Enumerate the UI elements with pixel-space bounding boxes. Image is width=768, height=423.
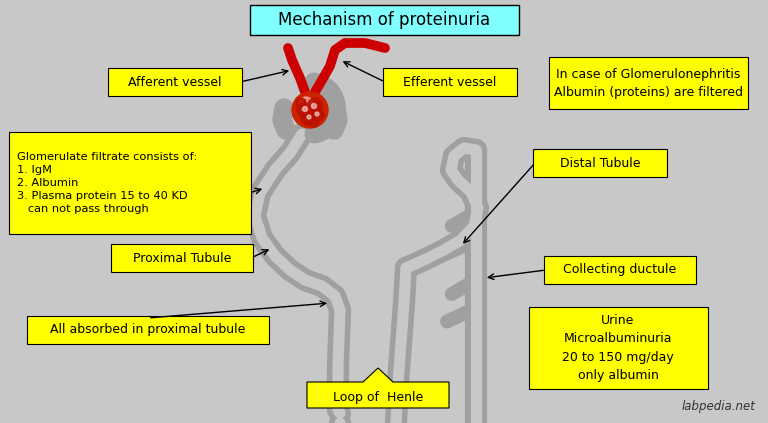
Text: labpedia.net: labpedia.net (681, 400, 755, 413)
Text: Proximal Tubule: Proximal Tubule (133, 252, 231, 264)
Polygon shape (307, 368, 449, 408)
Circle shape (301, 111, 315, 125)
Text: Distal Tubule: Distal Tubule (560, 157, 641, 170)
Circle shape (292, 92, 328, 128)
FancyBboxPatch shape (528, 307, 707, 389)
Circle shape (297, 103, 311, 117)
Text: Urine
Microalbuminuria
20 to 150 mg/day
only albumin: Urine Microalbuminuria 20 to 150 mg/day … (562, 314, 674, 382)
FancyBboxPatch shape (111, 244, 253, 272)
FancyBboxPatch shape (544, 256, 696, 284)
FancyBboxPatch shape (9, 132, 251, 234)
FancyBboxPatch shape (548, 57, 747, 109)
FancyBboxPatch shape (250, 5, 518, 35)
Circle shape (299, 97, 313, 111)
Circle shape (303, 107, 307, 112)
Circle shape (309, 117, 319, 127)
Circle shape (315, 112, 319, 116)
Circle shape (308, 98, 322, 112)
Text: Glomerulate filtrate consists of:
1. IgM
2. Albumin
3. Plasma protein 15 to 40 K: Glomerulate filtrate consists of: 1. IgM… (17, 151, 197, 214)
Text: In case of Glomerulonephritis
Albumin (proteins) are filtered: In case of Glomerulonephritis Albumin (p… (554, 68, 743, 99)
Circle shape (312, 104, 316, 109)
Circle shape (307, 115, 311, 119)
Circle shape (296, 98, 306, 108)
Text: Mechanism of proteinuria: Mechanism of proteinuria (278, 11, 490, 29)
Text: Afferent vessel: Afferent vessel (128, 75, 222, 88)
FancyBboxPatch shape (533, 149, 667, 177)
Text: Efferent vessel: Efferent vessel (403, 75, 497, 88)
Circle shape (312, 109, 324, 121)
FancyBboxPatch shape (27, 316, 269, 344)
Text: Collecting ductule: Collecting ductule (564, 264, 677, 277)
Text: Loop of  Henle: Loop of Henle (333, 390, 423, 404)
FancyBboxPatch shape (383, 68, 517, 96)
FancyBboxPatch shape (108, 68, 242, 96)
Text: All absorbed in proximal tubule: All absorbed in proximal tubule (51, 324, 246, 337)
